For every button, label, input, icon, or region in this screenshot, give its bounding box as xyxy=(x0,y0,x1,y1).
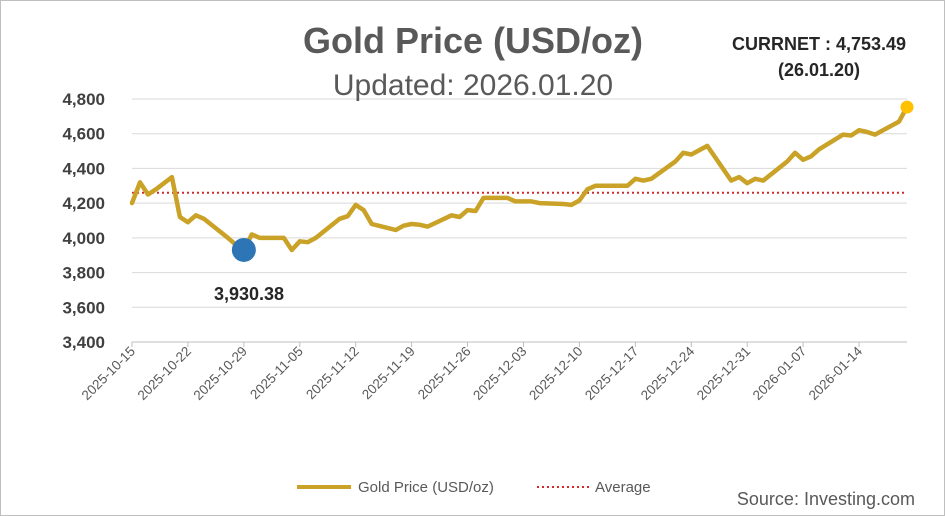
y-tick-label: 4,000 xyxy=(62,229,105,248)
y-tick-label: 3,400 xyxy=(62,333,105,352)
chart-title: Gold Price (USD/oz) xyxy=(303,20,643,61)
legend-label-average: Average xyxy=(595,479,651,496)
axis-layer xyxy=(131,341,907,347)
y-tick-label: 4,800 xyxy=(62,90,105,109)
x-tick-label: 2025-12-24 xyxy=(638,343,698,403)
x-tick-label: 2025-12-10 xyxy=(526,344,585,403)
current-point-marker xyxy=(900,100,914,114)
y-tick-labels: 3,400 3,600 3,800 4,000 4,200 4,400 4,600 4,800 xyxy=(62,90,105,352)
x-tick-label: 2026-01-14 xyxy=(806,343,866,403)
marker-layer xyxy=(231,100,914,262)
low-value-label: 3,930.38 xyxy=(214,284,284,304)
x-tick-label: 2025-12-17 xyxy=(582,344,641,403)
x-tick-label: 2025-10-29 xyxy=(191,344,250,403)
current-date-label: (26.01.20) xyxy=(778,60,860,80)
x-tick-label: 2025-11-05 xyxy=(247,344,306,403)
x-tick-label: 2025-10-22 xyxy=(135,344,194,403)
y-tick-label: 3,800 xyxy=(62,264,105,283)
x-tick-labels: 2025-10-152025-10-222025-10-292025-11-05… xyxy=(79,343,866,403)
y-tick-label: 4,400 xyxy=(62,159,105,178)
legend-label-price: Gold Price (USD/oz) xyxy=(358,479,494,496)
gridlines xyxy=(132,98,907,343)
x-tick-label: 2025-11-19 xyxy=(359,344,418,403)
line-layer xyxy=(129,104,910,253)
x-tick-label: 2026-01-07 xyxy=(750,344,809,403)
x-tick-label: 2025-11-26 xyxy=(415,344,474,403)
y-tick-label: 4,200 xyxy=(62,194,105,213)
x-tick-label: 2025-12-03 xyxy=(470,344,529,403)
source-note: Source: Investing.com xyxy=(737,489,915,509)
x-tick-label: 2025-11-12 xyxy=(303,344,362,403)
x-tick-label: 2025-10-15 xyxy=(79,344,138,403)
chart-subtitle: Updated: 2026.01.20 xyxy=(333,69,613,102)
y-tick-label: 3,600 xyxy=(62,298,105,317)
gold-price-line xyxy=(129,104,910,253)
current-value-label: CURRNET : 4,753.49 xyxy=(732,34,906,54)
y-tick-label: 4,600 xyxy=(62,125,105,144)
legend: Gold Price (USD/oz) Average xyxy=(297,479,651,496)
low-point-marker xyxy=(231,237,256,262)
x-tick-label: 2025-12-31 xyxy=(694,344,753,403)
